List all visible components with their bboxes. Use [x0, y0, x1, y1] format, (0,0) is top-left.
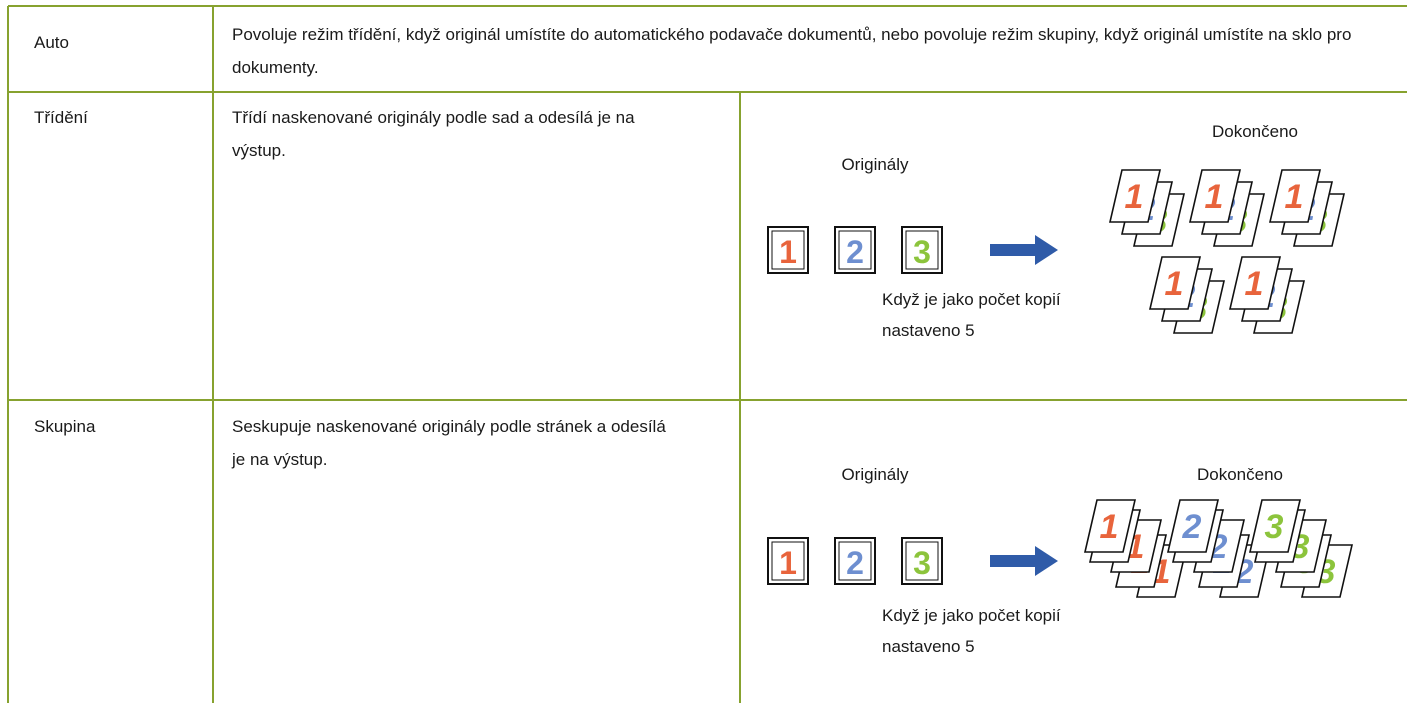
original-number: 3	[913, 545, 931, 581]
page-icon	[1268, 169, 1322, 223]
original-box-inner	[838, 230, 872, 270]
original-number: 1	[779, 545, 797, 581]
finished-label: Dokončeno	[1212, 122, 1298, 141]
row-label: Auto	[34, 33, 69, 52]
row-description: Povoluje režim třídění, když originál um…	[232, 25, 1352, 77]
original-number: 3	[913, 234, 931, 270]
page-icon	[1083, 499, 1137, 553]
original-box	[834, 226, 876, 274]
original-box-inner	[771, 541, 805, 581]
page-number: 3	[1265, 508, 1284, 546]
page-icon	[1228, 256, 1282, 310]
page-number: 1	[1165, 265, 1184, 303]
original-box-inner	[905, 230, 939, 270]
row-description: Seskupuje naskenované originály podle st…	[232, 417, 666, 469]
page-number: 1	[1125, 178, 1144, 216]
original-box	[767, 226, 809, 274]
row-label: Skupina	[34, 417, 96, 436]
finished-label: Dokončeno	[1197, 465, 1283, 484]
row-description: Třídí naskenované originály podle sad a …	[232, 108, 635, 160]
page-number: 2	[1182, 508, 1202, 546]
page-number: 1	[1245, 265, 1264, 303]
original-box-inner	[905, 541, 939, 581]
page-number: 1	[1205, 178, 1224, 216]
originals-label: Originály	[841, 465, 909, 484]
page-number: 1	[1285, 178, 1304, 216]
page-icon	[1108, 169, 1162, 223]
original-box	[901, 226, 943, 274]
original-number: 1	[779, 234, 797, 270]
diagram-note: Když je jako počet kopií nastaveno 5	[882, 290, 1061, 340]
original-number: 2	[846, 234, 864, 270]
page-icon	[1188, 169, 1242, 223]
original-box	[767, 537, 809, 585]
originals-label: Originály	[841, 155, 909, 174]
page-icon	[1148, 256, 1202, 310]
diagram-note: Když je jako počet kopií nastaveno 5	[882, 606, 1061, 656]
original-box-inner	[838, 541, 872, 581]
page-number: 1	[1100, 508, 1119, 546]
page-icon	[1166, 499, 1220, 553]
arrow	[990, 546, 1058, 576]
original-box-inner	[771, 230, 805, 270]
original-number: 2	[846, 545, 864, 581]
original-box	[901, 537, 943, 585]
arrow	[990, 235, 1058, 265]
row-label: Třídění	[34, 108, 88, 127]
original-box	[834, 537, 876, 585]
page-icon	[1248, 499, 1302, 553]
